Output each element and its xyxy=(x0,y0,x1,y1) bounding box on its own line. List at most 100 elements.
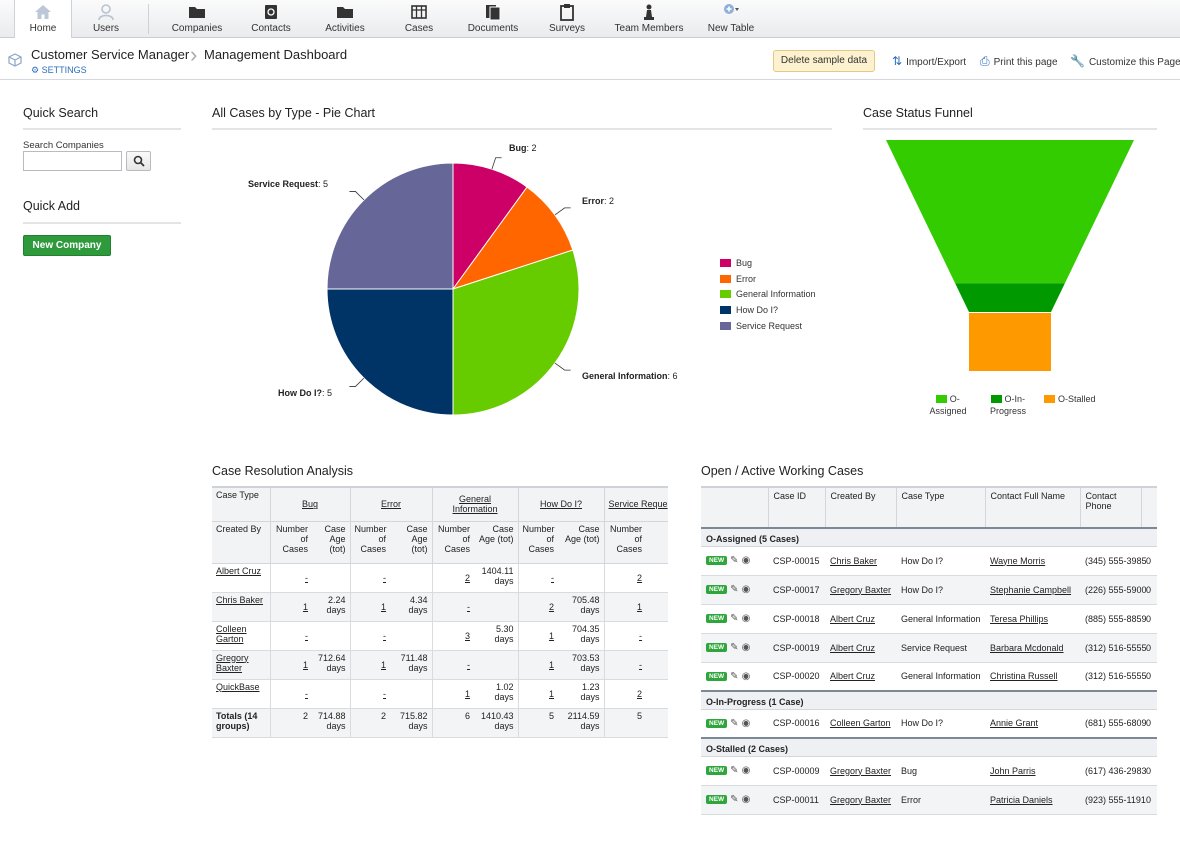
nav-activities[interactable]: Activities xyxy=(316,0,374,38)
number-of-cases-cell[interactable]: 1 xyxy=(517,679,559,709)
settings-link[interactable]: ⚙ SETTINGS xyxy=(31,65,87,75)
number-of-cases-cell[interactable]: - xyxy=(431,592,475,622)
import-export-link[interactable]: ⇅ Import/Export xyxy=(892,54,967,68)
number-of-cases-cell[interactable]: 1 xyxy=(349,650,391,680)
edit-pencil-icon[interactable]: ✎ xyxy=(730,584,739,596)
col-case-type[interactable]: Case Type xyxy=(895,488,985,528)
group-header-general-information[interactable]: General Information xyxy=(431,488,519,522)
created-by-link[interactable]: Albert Cruz xyxy=(825,604,896,634)
created-by-link[interactable]: Albert Cruz xyxy=(825,633,896,663)
edit-pencil-icon[interactable]: ✎ xyxy=(730,794,739,806)
contact-name-link[interactable]: Patricia Daniels xyxy=(985,785,1080,815)
delete-sample-data-button[interactable]: Delete sample data xyxy=(773,50,875,72)
number-of-cases-cell[interactable]: 1 xyxy=(269,650,312,680)
search-companies-input[interactable] xyxy=(23,151,122,171)
number-of-cases-cell[interactable]: - xyxy=(269,563,312,593)
number-of-cases-cell[interactable]: 3 xyxy=(431,621,475,651)
created-by-link[interactable]: Colleen Garton xyxy=(212,621,270,651)
group-header-how-do-i[interactable]: How Do I? xyxy=(517,488,605,522)
print-page-link[interactable]: ⎙ Print this page xyxy=(980,54,1058,68)
contact-name-link[interactable]: Christina Russell xyxy=(985,662,1080,692)
nav-cases[interactable]: Cases xyxy=(392,0,446,38)
open-cases-table-container[interactable]: Case ID Created By Case Type Contact Ful… xyxy=(701,486,1157,822)
number-of-cases-cell[interactable]: 1 xyxy=(517,621,559,651)
created-by-link[interactable]: Gregory Baxter xyxy=(825,756,896,786)
number-of-cases-cell[interactable]: 2 xyxy=(603,679,647,709)
number-of-cases-cell[interactable]: - xyxy=(269,679,312,709)
view-eye-icon[interactable]: ◉ xyxy=(741,613,751,625)
funnel-segment-o-in-progress[interactable] xyxy=(955,283,1065,312)
number-of-cases-cell[interactable]: - xyxy=(517,563,559,593)
edit-pencil-icon[interactable]: ✎ xyxy=(730,765,739,777)
created-by-link[interactable]: Albert Cruz xyxy=(212,563,270,593)
number-of-cases-cell[interactable]: - xyxy=(349,563,391,593)
col-contact-full-name[interactable]: Contact Full Name xyxy=(984,488,1080,528)
contact-name-link[interactable]: Teresa Phillips xyxy=(985,604,1080,634)
created-by-link[interactable]: Chris Baker xyxy=(825,546,896,576)
created-by-link[interactable]: Gregory Baxter xyxy=(825,575,896,605)
number-of-cases-cell[interactable]: - xyxy=(349,621,391,651)
number-of-cases-cell[interactable]: 1 xyxy=(269,592,312,622)
nav-home[interactable]: Home xyxy=(14,0,72,39)
edit-pencil-icon[interactable]: ✎ xyxy=(730,555,739,567)
funnel-segment-o-stalled[interactable] xyxy=(969,313,1051,371)
number-of-cases-cell[interactable]: 2 xyxy=(517,592,559,622)
nav-team-members[interactable]: Team Members xyxy=(612,0,686,38)
col-created-by[interactable]: Created By xyxy=(824,488,896,528)
new-company-button[interactable]: New Company xyxy=(23,235,111,256)
contact-name-link[interactable]: Stephanie Campbell xyxy=(985,575,1080,605)
nav-companies[interactable]: Companies xyxy=(168,0,226,38)
number-of-cases-cell[interactable]: - xyxy=(269,621,312,651)
view-eye-icon[interactable]: ◉ xyxy=(741,642,751,654)
view-eye-icon[interactable]: ◉ xyxy=(741,555,751,567)
pie-slice-general-information[interactable] xyxy=(452,249,580,416)
number-of-cases-cell[interactable]: 1 xyxy=(517,650,559,680)
contact-name-link[interactable]: Wayne Morris xyxy=(985,546,1080,576)
funnel-segment-o-assigned[interactable] xyxy=(886,140,1134,284)
number-of-cases-cell[interactable]: - xyxy=(431,650,475,680)
group-header-error[interactable]: Error xyxy=(349,488,433,522)
group-header-service-request[interactable]: Service Reque xyxy=(603,488,668,522)
customize-page-link[interactable]: 🔧 Customize this Page xyxy=(1070,54,1180,68)
resolution-table-container[interactable]: Case Type Bug Error General Information … xyxy=(212,486,668,746)
pie-slice-service-request[interactable] xyxy=(326,162,454,290)
group-header-bug[interactable]: Bug xyxy=(269,488,351,522)
edit-pencil-icon[interactable]: ✎ xyxy=(730,613,739,625)
created-by-link[interactable]: QuickBase xyxy=(212,679,270,709)
created-by-link[interactable]: Gregory Baxter xyxy=(212,650,270,680)
nav-users[interactable]: Users xyxy=(78,0,134,38)
contact-name-link[interactable]: Barbara Mcdonald xyxy=(985,633,1080,663)
number-of-cases-cell[interactable]: 2 xyxy=(431,563,475,593)
col-case-id[interactable]: Case ID xyxy=(767,488,825,528)
view-eye-icon[interactable]: ◉ xyxy=(741,765,751,777)
nav-surveys[interactable]: Surveys xyxy=(540,0,594,38)
contact-name-link[interactable]: Annie Grant xyxy=(985,709,1080,739)
number-of-cases-cell[interactable]: 2 xyxy=(603,563,647,593)
nav-contacts[interactable]: Contacts xyxy=(243,0,299,38)
number-of-cases-cell[interactable]: 1 xyxy=(431,679,475,709)
pie-slice-how-do-i[interactable] xyxy=(326,288,454,416)
number-of-cases-cell[interactable]: - xyxy=(349,679,391,709)
view-eye-icon[interactable]: ◉ xyxy=(741,670,751,682)
number-of-cases-cell[interactable]: - xyxy=(603,650,647,680)
nav-documents[interactable]: Documents xyxy=(463,0,523,38)
view-eye-icon[interactable]: ◉ xyxy=(741,794,751,806)
col-contact-phone[interactable]: Contact Phone xyxy=(1079,488,1141,528)
created-by-link[interactable]: Colleen Garton xyxy=(825,709,896,739)
edit-pencil-icon[interactable]: ✎ xyxy=(730,717,739,729)
created-by-link[interactable]: Chris Baker xyxy=(212,592,270,622)
view-eye-icon[interactable]: ◉ xyxy=(741,584,751,596)
created-by-link[interactable]: Albert Cruz xyxy=(825,662,896,692)
app-title[interactable]: Customer Service Manager xyxy=(31,47,190,62)
search-button[interactable] xyxy=(126,151,151,171)
pie-slice-bug[interactable] xyxy=(452,162,528,291)
number-of-cases-cell[interactable]: 1 xyxy=(349,592,391,622)
number-of-cases-cell[interactable]: - xyxy=(603,621,647,651)
nav-new-table[interactable]: New Table xyxy=(702,0,760,38)
created-by-link[interactable]: Gregory Baxter xyxy=(825,785,896,815)
edit-pencil-icon[interactable]: ✎ xyxy=(730,642,739,654)
contact-name-link[interactable]: John Parris xyxy=(985,756,1080,786)
edit-pencil-icon[interactable]: ✎ xyxy=(730,670,739,682)
pie-slice-error[interactable] xyxy=(451,186,574,290)
number-of-cases-cell[interactable]: 1 xyxy=(603,592,647,622)
